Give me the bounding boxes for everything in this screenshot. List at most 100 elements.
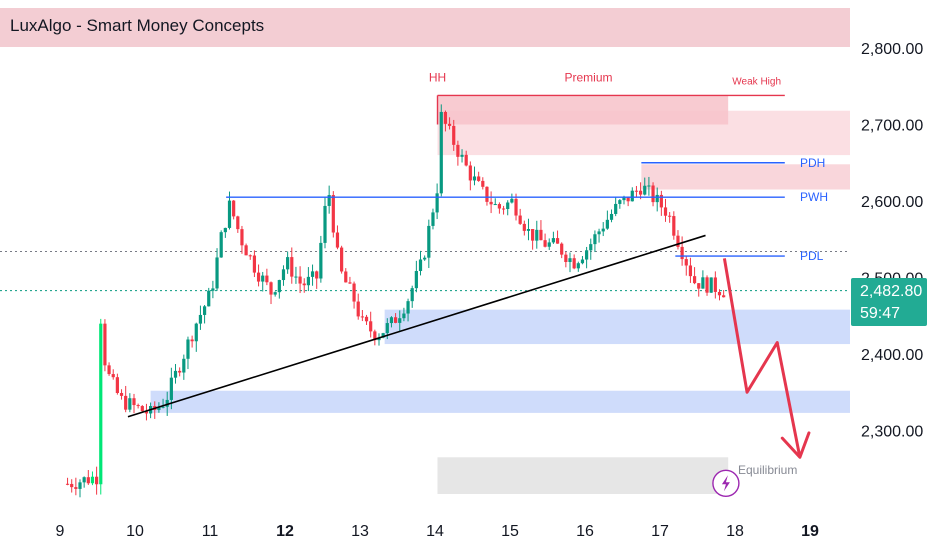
candle-body <box>186 339 190 359</box>
bar-countdown: 59:47 <box>860 305 901 322</box>
candle-body <box>477 176 481 181</box>
candle-body <box>630 190 634 202</box>
candle-body <box>119 392 124 396</box>
candle-body <box>418 259 423 271</box>
candle-body <box>676 235 680 247</box>
candle-body <box>468 165 472 181</box>
candle-body <box>281 269 286 281</box>
candle-body <box>335 232 340 248</box>
lightning-icon-glyph <box>721 475 730 492</box>
candle-body <box>580 259 585 264</box>
candle-body <box>560 243 564 255</box>
candle-body <box>298 276 302 284</box>
level-label-pwh: PWH <box>800 190 828 204</box>
candle-body <box>90 476 95 484</box>
candle-body <box>605 219 609 229</box>
candle-body <box>647 185 651 187</box>
candle-body <box>169 377 173 400</box>
equilibrium-label: Equilibrium <box>738 463 797 477</box>
candle-body <box>223 227 227 233</box>
time-tick-label: 14 <box>426 523 444 540</box>
demand-zone <box>384 309 850 345</box>
candle-body <box>402 313 406 319</box>
lightning-icon[interactable] <box>712 469 740 497</box>
candle-body <box>535 229 539 241</box>
candle-body <box>136 405 140 407</box>
candle-body <box>286 257 290 270</box>
candle-body <box>510 198 514 203</box>
candle-body <box>643 185 647 195</box>
projection-arrowhead <box>780 431 811 459</box>
candle-body <box>256 272 261 282</box>
candle-body <box>601 228 605 232</box>
candle-body <box>244 245 248 256</box>
candle-body <box>655 194 659 203</box>
candle-body <box>423 257 427 260</box>
price-axis[interactable]: 2,800.002,700.002,600.002,500.002,400.00… <box>861 41 923 441</box>
candle-body <box>389 317 394 324</box>
candle-body <box>705 277 709 293</box>
zones-layer <box>150 95 851 494</box>
candle-body <box>364 316 369 322</box>
candle-body <box>315 271 319 279</box>
hh-label: HH <box>429 71 446 85</box>
time-tick-label: 13 <box>351 523 369 540</box>
candle-body <box>651 185 655 203</box>
candle-body <box>663 207 668 216</box>
candle-body <box>406 301 410 314</box>
level-label-pdh: PDH <box>800 156 825 170</box>
candle-body <box>622 196 626 201</box>
candle-body <box>132 398 136 406</box>
candle-body <box>439 111 443 194</box>
candle-body <box>269 282 273 295</box>
candle-body <box>452 125 456 145</box>
candle-body <box>240 229 244 246</box>
candle-body <box>78 482 82 489</box>
time-tick-label: 9 <box>56 523 65 540</box>
candle-body <box>514 198 518 216</box>
candle-body <box>431 212 435 226</box>
time-tick-label: 18 <box>726 523 744 540</box>
candle-body <box>427 225 431 258</box>
indicator-title[interactable]: LuxAlgo - Smart Money Concepts <box>10 16 265 35</box>
time-axis[interactable]: 9 10 11 12 13 14 15 16 17 18 19 <box>56 523 819 540</box>
candle-body <box>593 234 597 245</box>
candle-body <box>443 111 448 124</box>
candle-body <box>539 229 543 241</box>
candle-body <box>585 250 589 260</box>
candle-body <box>626 196 630 202</box>
candle-body <box>194 323 198 342</box>
candle-body <box>327 195 331 206</box>
time-tick-label: 17 <box>651 523 669 540</box>
candle-body <box>564 254 568 263</box>
candle-body <box>692 276 697 284</box>
candle-body <box>688 265 693 277</box>
candle-body <box>323 205 327 243</box>
overlay-layer: PDH PWH PDL HH Premium Weak High Equilibrium <box>127 71 828 497</box>
candle-body <box>352 283 356 302</box>
candle-body <box>227 200 232 228</box>
candle-body <box>414 270 418 289</box>
candle-body <box>165 399 169 407</box>
candle-body <box>290 257 294 277</box>
reference-lines-layer <box>0 250 850 292</box>
candle-body <box>398 318 402 323</box>
candle-body <box>493 204 497 206</box>
candle-body <box>547 242 551 247</box>
candle-body <box>310 271 315 277</box>
candle-body <box>144 411 149 414</box>
candle-body <box>713 277 717 292</box>
candle-body <box>248 255 252 257</box>
candle-body <box>472 176 477 181</box>
candle-body <box>497 204 502 209</box>
candle-body <box>555 238 560 244</box>
last-price-value: 2,482.80 <box>860 283 923 300</box>
candle-body <box>489 201 493 205</box>
candle-body <box>456 144 460 157</box>
last-price-tag: 2,482.80 59:47 <box>851 278 927 326</box>
candle-body <box>369 321 373 332</box>
candle-body <box>215 257 219 289</box>
candle-body <box>344 271 348 283</box>
candle-body <box>340 247 344 272</box>
